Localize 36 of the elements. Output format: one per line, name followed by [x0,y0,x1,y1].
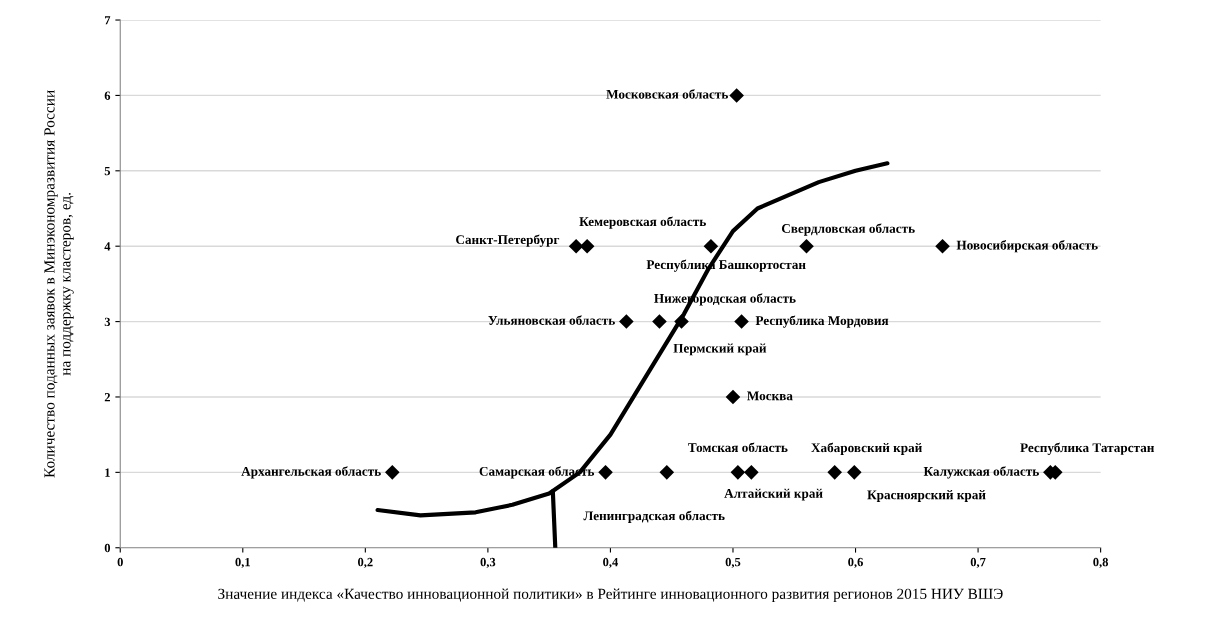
x-tick-label: 0,6 [848,557,863,569]
y-tick-label: 5 [104,166,111,176]
y-tick-label: 7 [104,16,111,25]
x-tick-label: 0,8 [1093,557,1109,569]
annotation: Пермский край [673,343,767,356]
annotation: Архангельская область [241,466,381,479]
annotation: Свердловская область [781,223,915,236]
annotation: Кемеровская область [579,216,706,229]
annotation: Хабаровский край [811,442,922,455]
annotation: Новосибирская область [956,240,1098,253]
annotation: Калужская область [923,466,1039,479]
y-tick-label: 0 [104,543,111,553]
annotation: Ульяновская область [488,315,615,325]
annotation: Республика Мордовия [755,315,889,328]
annotation: Алтайский край [724,488,823,501]
annotation: Ленинградская область [583,510,725,523]
x-tick-label: 0,3 [480,557,496,569]
annotation: Санкт-Петербург [456,234,560,247]
x-tick-label: 0,5 [725,557,741,569]
y-tick-label: 4 [104,242,111,251]
x-axis-title: Значение индекса «Качество инновационной политики» в Рейтинге инновационного развития регионов 2015 НИУ ВШЭ [218,588,1003,603]
y-tick-label: 1 [105,468,110,477]
annotation: Московская область [606,89,728,99]
x-tick-label: 0,2 [358,557,373,569]
x-tick-label: 0 [117,557,123,567]
y-tick-label: 3 [104,317,111,327]
y-tick-label: 2 [104,393,110,402]
annotation: Москва [747,391,793,401]
x-tick-label: 0,4 [603,557,619,569]
annotation: Красноярский край [867,490,986,502]
annotation: Республика Татарстан [1020,442,1155,455]
x-tick-label: 0,7 [970,557,986,569]
annotation: Томская область [688,442,788,453]
y-axis-title: Количество поданных заявок в Минэкономразвития России на поддержку кластеров, ед. [44,90,74,478]
x-tick-label: 0,1 [235,557,250,569]
y-tick-label: 6 [104,91,111,100]
